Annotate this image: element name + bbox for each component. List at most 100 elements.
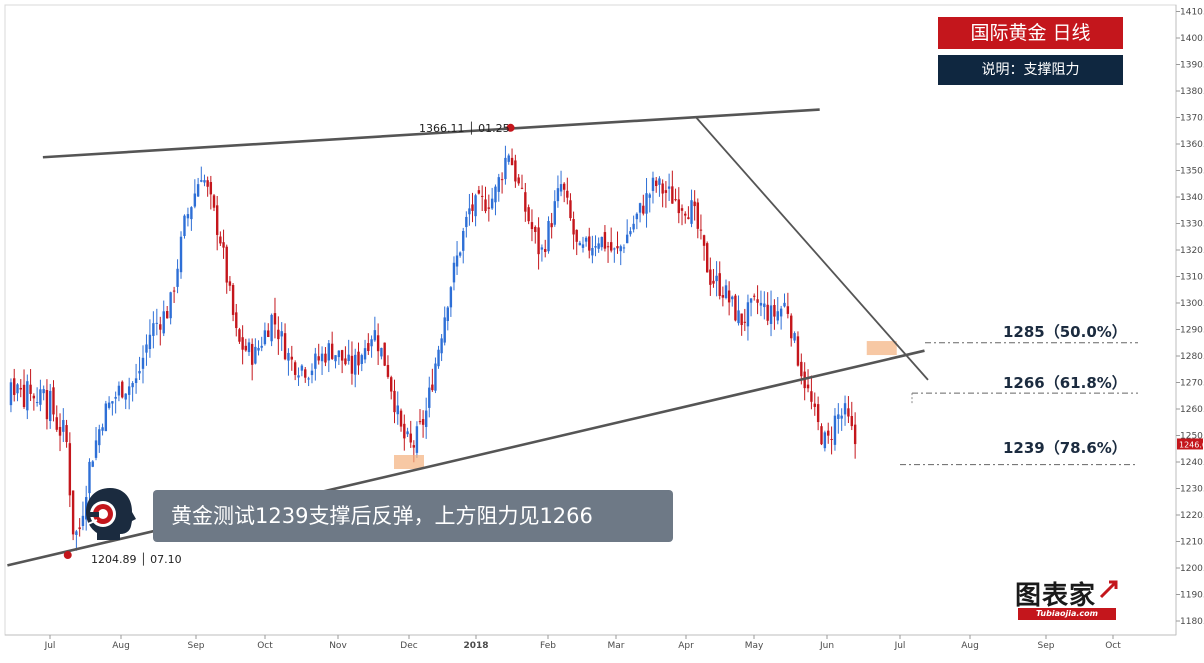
x-tick-label: Oct <box>257 641 273 651</box>
candle-body <box>260 345 263 348</box>
y-tick-label: 1320.000 <box>1180 246 1204 256</box>
candle-body <box>380 347 383 357</box>
candle-body <box>247 342 251 353</box>
candle-body <box>606 246 610 248</box>
candle-body <box>638 203 642 213</box>
candle-body <box>310 370 314 376</box>
candle-body <box>437 349 440 367</box>
candle-body <box>737 310 740 324</box>
candle-body <box>98 429 101 446</box>
candle-body <box>740 313 743 326</box>
candle-body <box>62 420 65 432</box>
candle-body <box>603 232 607 249</box>
candle-body <box>766 304 769 321</box>
candle-body <box>283 333 287 360</box>
candle-body <box>117 385 121 396</box>
candle-body <box>776 311 779 321</box>
candle-body <box>763 303 766 308</box>
candle-body <box>718 273 721 296</box>
candle-body <box>806 384 810 389</box>
candle-body <box>42 389 45 394</box>
candle-body <box>547 220 550 252</box>
last-price-label: 1246.618 <box>1179 440 1204 449</box>
candle-body <box>111 401 114 404</box>
y-tick-label: 1200.000 <box>1180 564 1204 574</box>
candle-body <box>145 344 148 353</box>
candle-body <box>324 353 327 363</box>
candle-body <box>591 248 594 256</box>
candle-body <box>81 515 85 526</box>
level-label-1239: 1239（78.6%） <box>1003 439 1127 457</box>
candle-body <box>625 234 629 244</box>
candle-body <box>68 443 72 496</box>
candle-body <box>138 370 141 374</box>
candle-body <box>622 247 626 249</box>
candle-body <box>550 223 553 228</box>
candle-body <box>796 336 800 366</box>
y-tick-label: 1390.000 <box>1180 61 1204 71</box>
candle-body <box>458 252 462 256</box>
candle-body <box>148 334 152 349</box>
highlight-zone <box>866 341 897 356</box>
candle-body <box>141 357 145 369</box>
candle-body <box>340 350 344 361</box>
candle-body <box>104 403 108 432</box>
candle-body <box>743 321 747 323</box>
candle-body <box>29 384 32 394</box>
candle-body <box>756 299 759 303</box>
candle-body <box>690 200 693 224</box>
candle-body <box>530 222 534 230</box>
trendline-upper <box>42 108 820 159</box>
candle-body <box>357 351 360 366</box>
candle-body <box>179 236 183 273</box>
candle-body <box>376 335 380 352</box>
candle-body <box>540 247 544 250</box>
candle-body <box>709 269 712 285</box>
candle-body <box>746 302 750 327</box>
x-tick-label: 2018 <box>463 641 488 651</box>
candle-body <box>134 378 138 384</box>
candles <box>9 145 857 551</box>
candle-body <box>101 427 104 431</box>
candle-body <box>471 204 474 211</box>
x-tick-label: Aug <box>112 641 130 651</box>
candle-body <box>13 378 16 395</box>
candle-body <box>390 377 393 392</box>
candle-body <box>820 426 823 445</box>
candle-body <box>588 236 591 251</box>
candle-body <box>816 404 820 423</box>
candle-body <box>162 311 165 334</box>
x-tick-label: Aug <box>961 641 979 651</box>
candle-body <box>664 190 668 193</box>
candle-body <box>94 440 98 458</box>
candle-body <box>415 426 419 453</box>
candle-body <box>443 317 446 343</box>
candle-body <box>347 354 350 362</box>
candle-body <box>350 355 354 374</box>
candle-body <box>559 184 563 192</box>
candle-body <box>107 402 111 408</box>
candle-body <box>169 292 172 319</box>
candle-body <box>9 382 13 406</box>
candle-body <box>648 194 651 198</box>
candle-body <box>830 439 833 441</box>
chart-title: 国际黄金 日线 <box>938 17 1123 49</box>
candle-body <box>800 361 803 377</box>
candle-body <box>307 378 310 380</box>
candle-body <box>32 395 36 399</box>
candle-body <box>850 416 853 427</box>
candle-body <box>452 262 456 283</box>
candle-body <box>383 342 386 366</box>
candle-body <box>121 381 124 398</box>
candle-body <box>304 369 307 378</box>
candle-body <box>215 205 219 235</box>
y-tick-label: 1330.000 <box>1180 220 1204 230</box>
x-tick-label: Mar <box>608 641 625 651</box>
candle-body <box>330 343 334 359</box>
brand-logo: 图表家 Tubiaojia.com <box>1015 575 1130 625</box>
candle-body <box>297 375 300 378</box>
candle-body <box>616 246 619 249</box>
candle-body <box>793 333 796 341</box>
x-tick-label: Feb <box>540 641 556 651</box>
candle-body <box>334 355 337 362</box>
